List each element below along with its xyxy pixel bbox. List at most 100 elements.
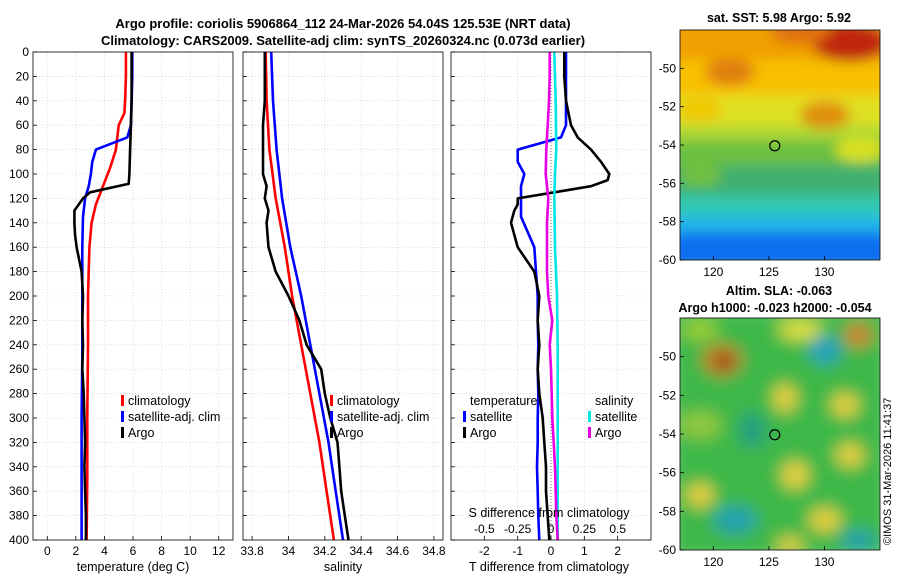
y-tick-label: 340 <box>9 460 29 474</box>
difference-profile-plot: -2 -1 0 1 2 -0.5 -0.25 0 0.25 0.5 <box>450 51 652 558</box>
map-x-tick-label: 130 <box>814 555 834 569</box>
sla-map-title: Altim. SLA: -0.063 <box>726 284 832 298</box>
temperature-legend: climatology satellite-adj. clim Argo <box>121 394 220 440</box>
figure-title-line2: Climatology: CARS2009. Satellite-adj cli… <box>101 33 585 48</box>
series-line-climatology <box>264 52 336 540</box>
series-line-argo <box>261 52 350 540</box>
map-x-tick-label: 125 <box>759 265 779 279</box>
legend-label-temp-satellite: satellite <box>470 410 512 424</box>
x-tick-label: 34 <box>282 544 296 558</box>
x-tick-label: 34.8 <box>422 544 446 558</box>
legend-label-argo: Argo <box>128 426 154 440</box>
legend-swatch-argo <box>330 427 333 438</box>
series-group <box>509 52 611 540</box>
legend-swatch-temp-satellite <box>463 411 466 422</box>
sla-map-subtitle: Argo h1000: -0.023 h2000: -0.054 <box>678 301 871 315</box>
y-tick-label: 40 <box>16 94 30 108</box>
series-group <box>261 52 350 540</box>
map-x-tick-label: 130 <box>814 265 834 279</box>
x-tick-label: 2 <box>73 544 80 558</box>
map-y-tick-label: -50 <box>659 350 677 364</box>
series-line-satellite-adj-clim <box>269 52 345 540</box>
map-y-tick-label: -60 <box>659 253 677 267</box>
map-y-tick-label: -52 <box>659 100 677 114</box>
legend-swatch-satellite-adj <box>330 411 333 422</box>
y-tick-label: 400 <box>9 533 29 547</box>
map-y-tick-label: -50 <box>659 61 677 75</box>
salinity-xlabel: salinity <box>324 560 363 574</box>
x-tick-label: 2 <box>614 544 621 558</box>
legend-swatch-climatology <box>330 395 333 406</box>
salinity-legend: climatology satellite-adj. clim Argo <box>330 394 429 440</box>
y-tick-label: 60 <box>16 118 30 132</box>
map-y-tick-label: -58 <box>659 504 677 518</box>
legend-swatch-satellite-adj <box>121 411 124 422</box>
map-x-tick-label: 125 <box>759 555 779 569</box>
x-tick-label: 34.6 <box>386 544 410 558</box>
y-tick-label: 380 <box>9 509 29 523</box>
map-y-tick-label: -56 <box>659 176 677 190</box>
top-x-tick-label: 0.25 <box>573 522 597 536</box>
top-x-tick-label: -0.5 <box>474 522 495 536</box>
y-tick-label: 260 <box>9 362 29 376</box>
top-x-tick-label: -0.25 <box>504 522 532 536</box>
legend-label-argo: Argo <box>337 426 363 440</box>
y-tick-label: 360 <box>9 484 29 498</box>
series-line-temperature-satellite <box>516 52 568 540</box>
top-x-tick-label: 0.5 <box>609 522 626 536</box>
x-tick-label: 0 <box>548 544 555 558</box>
x-tick-label: 6 <box>130 544 137 558</box>
legend-swatch-temp-argo <box>463 427 466 438</box>
legend-label-sal-satellite: satellite <box>595 410 637 424</box>
salinity-profile-plot: 33.8 34 34.2 34.4 34.6 34.8 <box>240 51 446 558</box>
map-y-tick-label: -54 <box>659 427 677 441</box>
legend-swatch-climatology <box>121 395 124 406</box>
imos-timestamp: ©IMOS 31-Mar-2026 11:41:37 <box>882 398 894 545</box>
series-line-salinity-satellite <box>552 52 560 540</box>
x-tick-label: 8 <box>158 544 165 558</box>
y-tick-label: 140 <box>9 216 29 230</box>
sst-map-title: sat. SST: 5.98 Argo: 5.92 <box>707 11 851 25</box>
x-tick-label: 34.4 <box>350 544 374 558</box>
x-tick-label: -1 <box>512 544 523 558</box>
s-difference-top-label: S difference from climatology <box>469 506 631 520</box>
map-y-tick-label: -58 <box>659 215 677 229</box>
y-tick-label: 80 <box>16 143 30 157</box>
legend-label-sal-argo: Argo <box>595 426 621 440</box>
sst-map: sat. SST: 5.98 Argo: 5.92 <box>659 11 881 279</box>
map-y-tick-label: -52 <box>659 388 677 402</box>
legend-label-climatology: climatology <box>337 394 400 408</box>
legend-swatch-sal-satellite <box>588 411 591 422</box>
y-tick-label: 160 <box>9 240 29 254</box>
argo-location-marker <box>769 429 781 441</box>
y-tick-label: 20 <box>16 69 30 83</box>
legend-title-salinity: salinity <box>595 394 634 408</box>
map-x-tick-label: 120 <box>703 265 723 279</box>
map-x-tick-label: 120 <box>703 555 723 569</box>
legend-label-satellite-adj: satellite-adj. clim <box>128 410 220 424</box>
y-tick-label: 280 <box>9 387 29 401</box>
x-tick-label: 12 <box>212 544 226 558</box>
y-tick-label: 100 <box>9 167 29 181</box>
y-tick-label: 220 <box>9 313 29 327</box>
x-tick-label: 0 <box>44 544 51 558</box>
legend-label-temp-argo: Argo <box>470 426 496 440</box>
y-tick-label: 300 <box>9 411 29 425</box>
legend-title-temperature: temperature <box>470 394 537 408</box>
sla-map: Altim. SLA: -0.063 Argo h1000: -0.023 h2… <box>659 284 881 569</box>
series-line-climatology <box>85 52 128 540</box>
x-tick-label: 33.8 <box>240 544 264 558</box>
y-tick-label: 320 <box>9 435 29 449</box>
series-line-salinity-argo <box>544 52 559 540</box>
temperature-profile-plot: 0 2 4 6 8 10 120204060801001201401601802002202… <box>9 45 234 558</box>
x-tick-label: -2 <box>479 544 490 558</box>
difference-xlabel: T difference from climatology <box>469 560 630 574</box>
map-y-tick-label: -54 <box>659 138 677 152</box>
legend-label-satellite-adj: satellite-adj. clim <box>337 410 429 424</box>
series-line-argo <box>73 52 133 540</box>
legend-swatch-sal-argo <box>588 427 591 438</box>
y-tick-label: 200 <box>9 289 29 303</box>
map-y-tick-label: -56 <box>659 466 677 480</box>
x-tick-label: 4 <box>101 544 108 558</box>
